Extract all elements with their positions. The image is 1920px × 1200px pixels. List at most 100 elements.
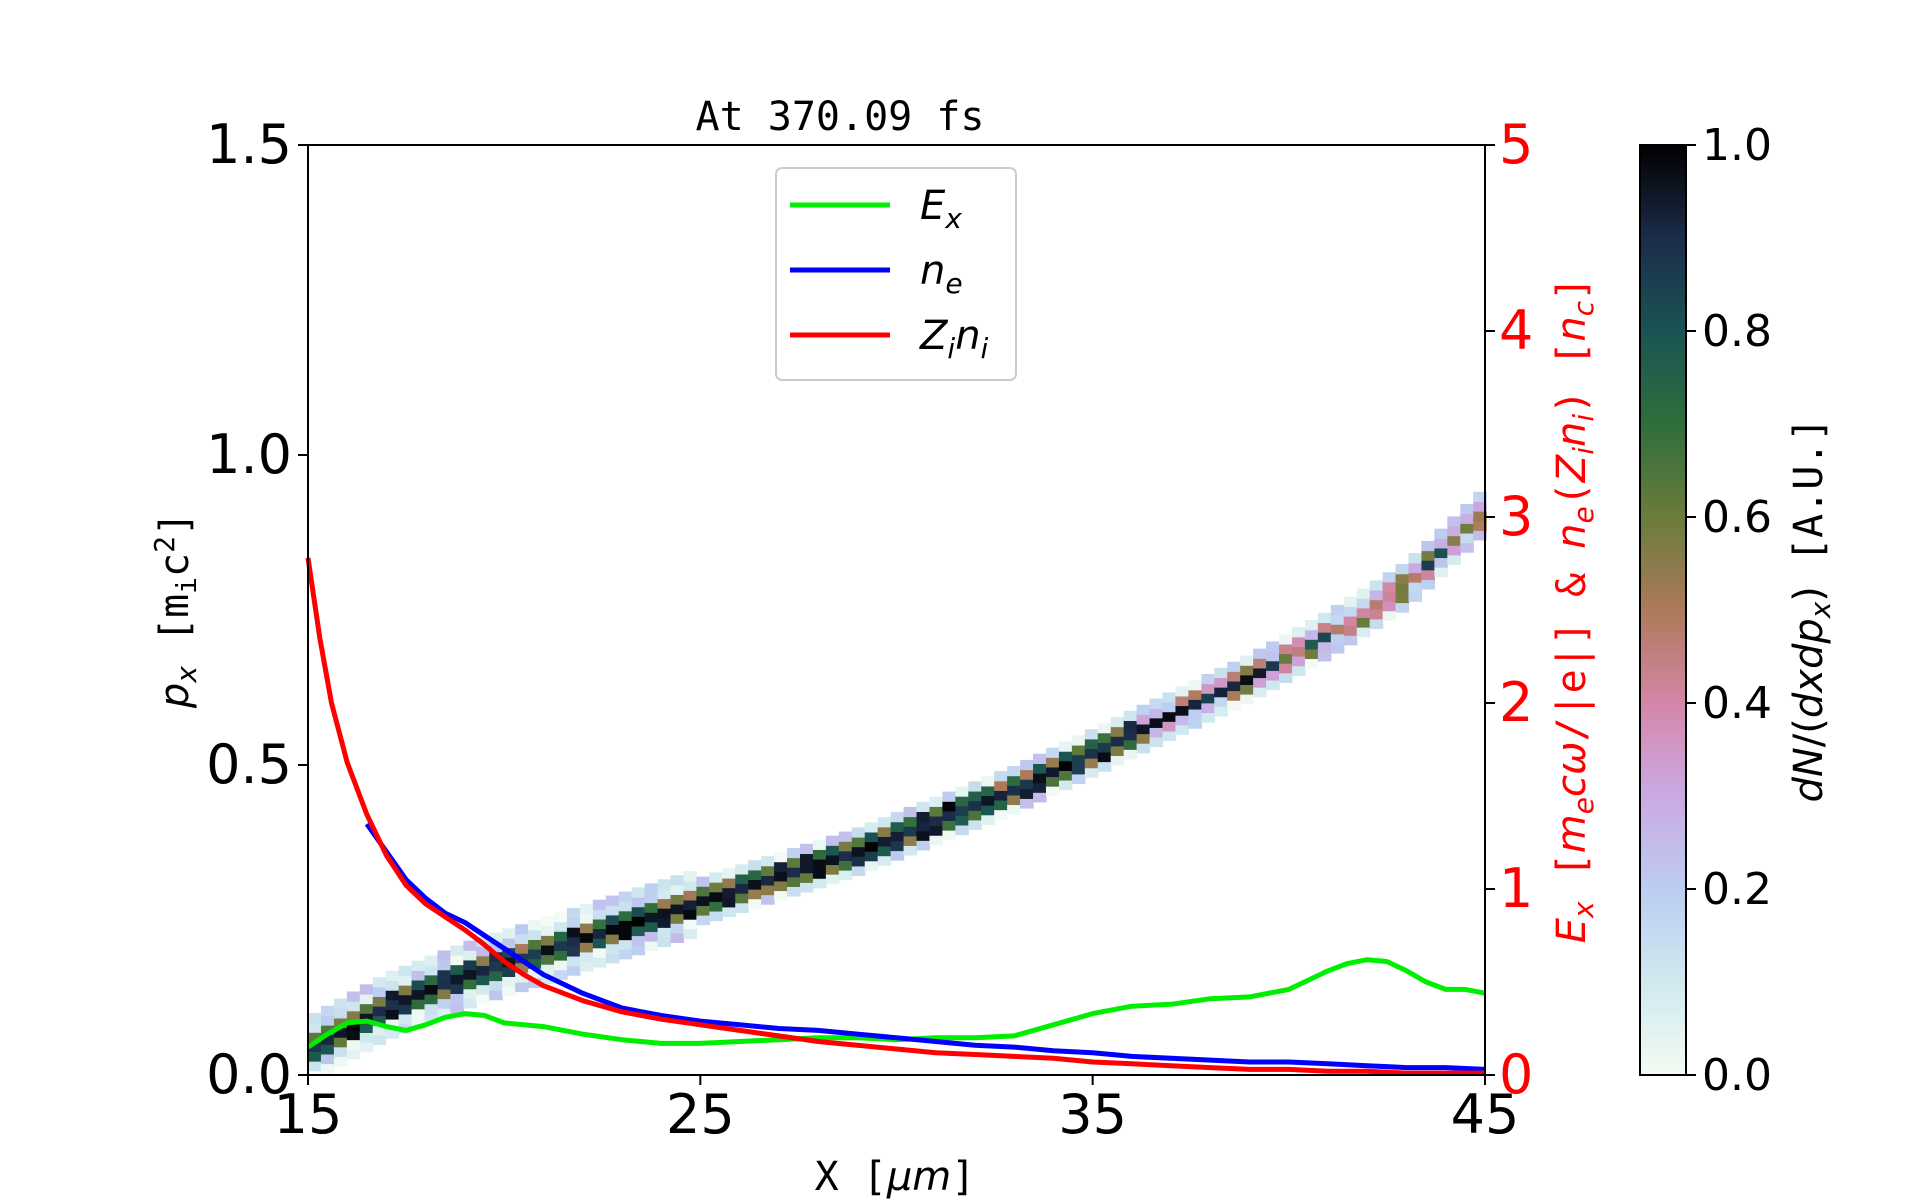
heatmap-cell: [1175, 715, 1189, 726]
heatmap-cell: [994, 771, 1008, 782]
tick-label: 0.5: [206, 733, 292, 796]
heatmap-cell: [1214, 677, 1228, 688]
heatmap-cell: [709, 872, 723, 883]
heatmap-cell: [1317, 651, 1332, 662]
heatmap-cell: [916, 840, 931, 851]
heatmap-cell: [528, 920, 542, 931]
heatmap-cell: [320, 1025, 335, 1036]
heatmap-cell: [605, 943, 620, 954]
heatmap-cell: [515, 943, 529, 954]
heatmap-cell: [1201, 683, 1215, 694]
heatmap-cell: [994, 790, 1008, 801]
heatmap-cell: [372, 996, 387, 1007]
heatmap-cell: [528, 958, 542, 969]
heatmap-cell: [592, 928, 607, 939]
heatmap-cell: [463, 998, 477, 1009]
heatmap-cell: [735, 883, 749, 894]
heatmap-cell: [1007, 785, 1021, 796]
heatmap-cell: [1279, 643, 1293, 655]
heatmap-cell: [1084, 758, 1099, 769]
heatmap-cell: [696, 915, 710, 926]
heatmap-cell: [605, 905, 620, 916]
heatmap-cell: [1097, 742, 1112, 753]
heatmap-cell: [657, 936, 672, 948]
heatmap-cell: [1033, 753, 1047, 764]
heatmap-cell: [308, 1061, 322, 1072]
heatmap-cell: [722, 868, 736, 879]
legend-label: ne: [920, 248, 963, 300]
heatmap-cell: [838, 860, 853, 871]
heatmap-cell: [1279, 653, 1293, 664]
heatmap-cell: [1408, 562, 1423, 573]
heatmap-cell: [450, 945, 464, 956]
heatmap-cell: [333, 998, 348, 1009]
heatmap-cell: [424, 984, 439, 995]
heatmap-cell: [515, 924, 529, 935]
heatmap-cell: [1266, 679, 1280, 691]
heatmap-cell: [825, 874, 840, 885]
heatmap-cell: [644, 940, 659, 952]
heatmap-cell: [1369, 590, 1384, 601]
colorbar-title: dN/(dxdpx) [A.U.]: [1786, 417, 1837, 802]
heatmap-cell: [333, 1027, 348, 1038]
heatmap-cell: [877, 845, 892, 857]
heatmap-cell: [709, 891, 723, 902]
heatmap-cell: [748, 898, 762, 909]
heatmap-cell: [372, 977, 387, 988]
tick-label: 0.6: [1702, 492, 1772, 543]
tick-label: 1.0: [206, 423, 292, 486]
heatmap-cell: [1058, 770, 1073, 781]
heatmap-cell: [489, 990, 503, 1001]
heatmap-cell: [566, 955, 581, 967]
heatmap-cell: [437, 1008, 452, 1019]
heatmap-cell: [502, 928, 516, 939]
heatmap-cell: [761, 865, 775, 876]
heatmap-cell: [579, 913, 594, 924]
heatmap-cell: [1188, 699, 1202, 710]
heatmap-cell: [1382, 581, 1397, 593]
heatmap-cell: [735, 893, 749, 904]
heatmap-cell: [1369, 609, 1384, 620]
heatmap-cell: [631, 925, 646, 937]
heatmap-cell: [618, 949, 633, 960]
heatmap-cell: [1162, 692, 1177, 703]
heatmap-cell: [1162, 721, 1177, 732]
heatmap-cell: [1214, 696, 1228, 707]
heatmap-cell: [515, 962, 529, 973]
heatmap-cell: [1058, 779, 1073, 791]
heatmap-cell: [437, 988, 452, 1000]
heatmap-cell: [346, 1010, 361, 1021]
heatmap-cell: [346, 1039, 361, 1050]
heatmap-cell: [579, 903, 594, 914]
heatmap-cell: [1317, 632, 1332, 643]
heatmap-cell: [476, 984, 490, 995]
heatmap-cell: [657, 927, 672, 938]
heatmap-cell: [683, 909, 698, 920]
heatmap-cell: [761, 894, 775, 905]
heatmap-cell: [1304, 658, 1319, 669]
heatmap-cell: [1110, 716, 1125, 728]
heatmap-cell: [1356, 588, 1371, 599]
heatmap-cell: [994, 809, 1008, 820]
heatmap-cell: [476, 994, 490, 1005]
heatmap-cell: [877, 836, 892, 847]
heatmap-cell: [670, 932, 685, 944]
heatmap-cell: [1149, 708, 1164, 719]
heatmap-cell: [1304, 648, 1319, 660]
heatmap-cell: [644, 892, 659, 904]
heatmap-cell: [1084, 748, 1099, 759]
heatmap-cell: [1421, 569, 1435, 580]
heatmap-cell: [541, 925, 555, 936]
heatmap-cell: [1071, 764, 1086, 775]
heatmap-cell: [981, 814, 995, 825]
heatmap-cell: [1382, 601, 1397, 612]
heatmap-cell: [424, 1003, 439, 1014]
heatmap-cell: [1291, 665, 1306, 676]
heatmap-cell: [916, 811, 931, 822]
heatmap-cell: [1097, 732, 1112, 743]
heatmap-cell: [333, 1008, 348, 1019]
series-line: [305, 557, 1485, 1076]
heatmap-cell: [1110, 745, 1125, 756]
heatmap-cell: [890, 812, 905, 823]
legend-label: Zini: [919, 313, 989, 365]
